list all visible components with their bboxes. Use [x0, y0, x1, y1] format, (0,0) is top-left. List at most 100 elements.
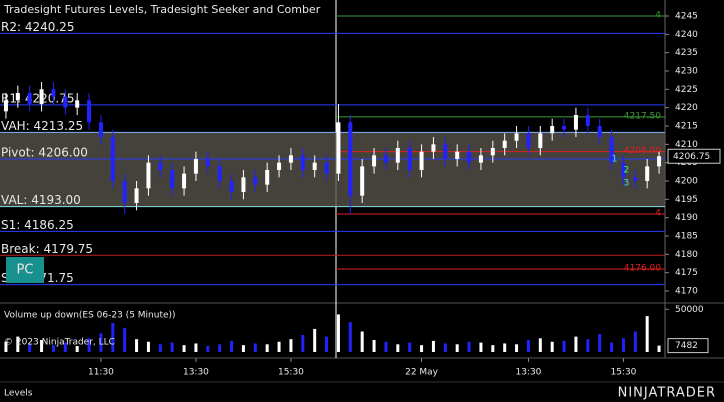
- candle-body: [170, 170, 175, 189]
- candle-body: [87, 100, 92, 123]
- candle-body: [597, 126, 602, 137]
- pc-button[interactable]: [6, 257, 44, 283]
- tab-label[interactable]: Levels: [4, 389, 33, 399]
- y-tick-label: 4240: [675, 30, 698, 40]
- volume-bar: [645, 316, 649, 352]
- y-tick-label: 50000: [675, 305, 704, 315]
- candle-body: [253, 177, 258, 185]
- candle-body: [265, 170, 270, 185]
- x-tick-label: 13:30: [183, 368, 209, 378]
- candle-body: [431, 144, 436, 152]
- y-tick-label: 4220: [675, 103, 698, 113]
- candle-body: [134, 188, 139, 203]
- candle-body: [146, 162, 151, 189]
- candle-body: [312, 162, 317, 170]
- candle-body: [300, 155, 305, 170]
- level-label: R2: 4240.25: [1, 20, 74, 34]
- y-tick-label: 4245: [675, 12, 698, 22]
- volume-bar: [111, 322, 115, 352]
- volume-bar: [265, 344, 269, 352]
- volume-bar: [348, 322, 352, 352]
- volume-bar: [360, 331, 364, 352]
- volume-bar: [443, 343, 447, 352]
- candle-body: [98, 122, 103, 137]
- volume-bar: [467, 341, 471, 352]
- chart-title: Tradesight Futures Levels, Tradesight Se…: [3, 3, 321, 16]
- candle-body: [609, 137, 614, 163]
- candle-body: [241, 177, 246, 192]
- volume-bar: [562, 340, 566, 352]
- candle-body: [348, 122, 353, 196]
- y-tick-label: 4185: [675, 232, 698, 242]
- candle-body: [490, 148, 495, 156]
- volume-bar: [277, 341, 281, 352]
- last-volume-box: [667, 338, 709, 354]
- y-tick-label: 4210: [675, 140, 698, 150]
- volume-bar: [135, 339, 139, 352]
- volume-bar: [336, 314, 340, 352]
- volume-bar: [301, 334, 305, 352]
- candle-body: [360, 166, 365, 196]
- volume-bar: [610, 342, 614, 352]
- volume-bar: [633, 331, 637, 352]
- x-tick-label: 15:30: [278, 368, 304, 378]
- volume-bar: [28, 344, 32, 352]
- candle-body: [550, 126, 555, 134]
- volume-bar: [146, 341, 150, 352]
- candle-body: [277, 162, 282, 170]
- candle-body: [51, 89, 56, 97]
- level-label: Pivot: 4206.00: [1, 146, 88, 160]
- candle-body: [15, 93, 20, 101]
- last-price: 4206.75: [673, 152, 710, 162]
- volume-bar: [40, 340, 44, 352]
- level-label: Break: 4179.75: [1, 242, 93, 256]
- volume-bar: [372, 340, 376, 352]
- candle-body: [383, 155, 388, 163]
- volume-bar: [503, 343, 507, 352]
- marker-label: 4: [655, 11, 661, 21]
- volume-bar: [420, 345, 424, 352]
- volume-bar: [657, 345, 661, 352]
- y-tick-label: 4200: [675, 177, 698, 187]
- y-tick-label: 4235: [675, 48, 698, 58]
- candle-body: [324, 162, 329, 174]
- pc-button-label[interactable]: PC: [17, 263, 34, 278]
- candle-body: [455, 151, 460, 159]
- candle-body: [573, 115, 578, 130]
- y-tick-label: 4230: [675, 67, 698, 77]
- y-tick-label: 4175: [675, 268, 698, 278]
- volume-bar: [396, 344, 400, 352]
- volume-bar: [491, 345, 495, 352]
- marker-label: 4217.50: [624, 111, 661, 121]
- y-tick-label: 4180: [675, 250, 698, 260]
- volume-bar: [313, 328, 317, 352]
- last-price-box: [667, 148, 721, 164]
- volume-bar: [574, 336, 578, 352]
- annotation: 2: [623, 166, 629, 176]
- volume-bar: [515, 344, 519, 352]
- last-volume: 7482: [675, 341, 698, 351]
- volume-bar: [550, 341, 554, 352]
- candle-body: [217, 166, 222, 181]
- candle-body: [395, 148, 400, 163]
- volume-bar: [621, 338, 625, 352]
- candle-body: [478, 155, 483, 163]
- volume-bar: [538, 338, 542, 352]
- volume-bar: [75, 346, 79, 352]
- candle-body: [229, 181, 234, 192]
- x-tick-label: 11:30: [88, 368, 114, 378]
- volume-bar: [586, 339, 590, 352]
- x-tick-label: 13:30: [515, 368, 541, 378]
- candle-body: [110, 137, 115, 181]
- y-tick-label: 4170: [675, 287, 698, 297]
- candle-body: [502, 140, 507, 148]
- candle-body: [372, 155, 377, 167]
- candle-body: [193, 159, 198, 174]
- volume-bar: [289, 339, 293, 352]
- candle-body: [288, 155, 293, 163]
- candle-body: [39, 89, 44, 104]
- volume-bar: [16, 336, 20, 352]
- candle-body: [645, 166, 650, 181]
- volume-bar: [455, 344, 459, 352]
